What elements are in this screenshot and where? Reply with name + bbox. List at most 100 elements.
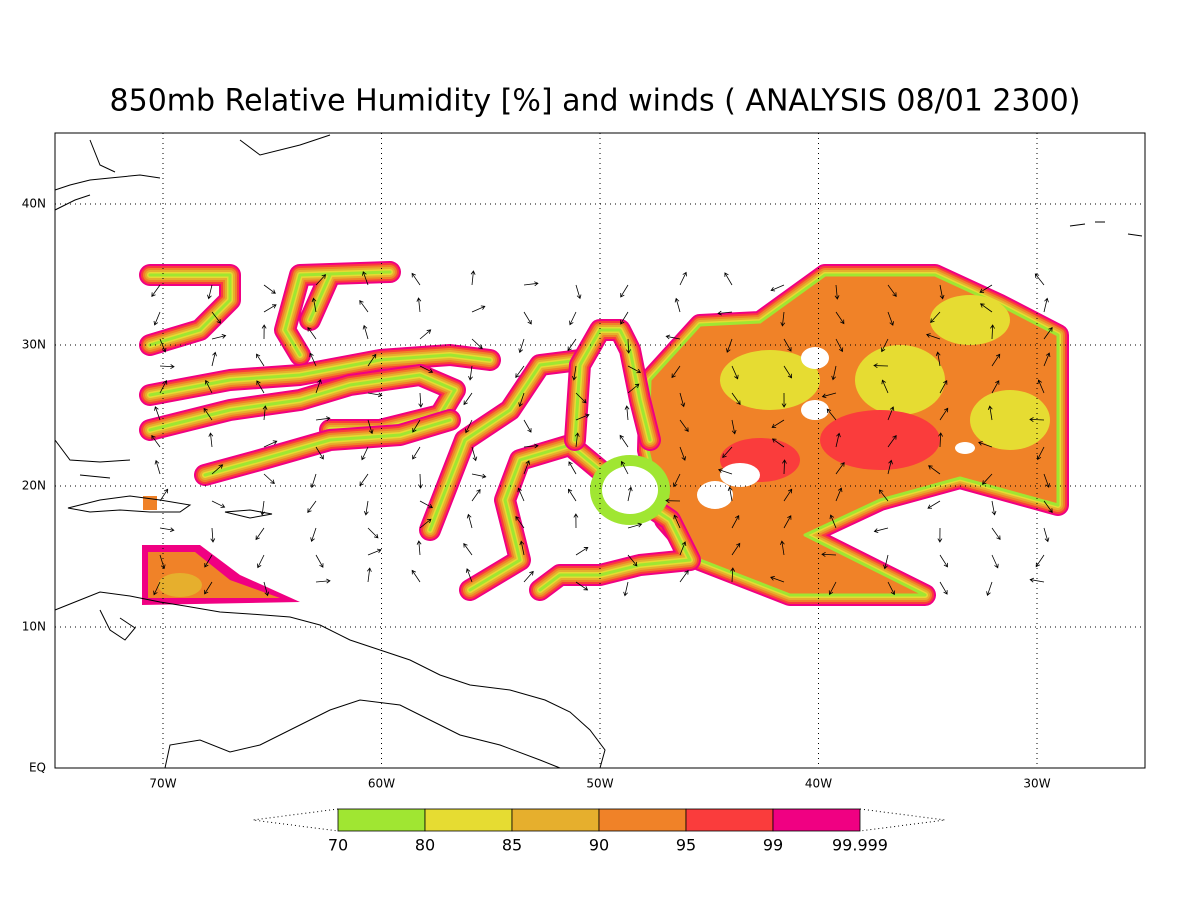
wind-arrow — [1029, 417, 1045, 422]
wind-arrow — [416, 297, 422, 313]
wind-arrow — [310, 527, 317, 542]
wind-arrow — [1036, 446, 1045, 461]
coastline — [54, 439, 131, 479]
wind-arrow — [359, 473, 369, 487]
rh-contour — [148, 273, 232, 347]
wind-arrow — [523, 443, 539, 449]
wind-arrow — [573, 513, 579, 529]
wind-arrow — [627, 554, 638, 567]
wind-arrow — [834, 284, 840, 300]
wind-arrow — [363, 500, 369, 516]
wind-arrow — [679, 570, 689, 583]
wind-arrow — [674, 297, 681, 313]
lon-label: 40W — [805, 777, 832, 791]
wind-arrow — [627, 383, 640, 394]
wind-arrow — [466, 513, 473, 529]
wind-arrow — [367, 527, 379, 539]
wind-arrow — [938, 432, 943, 448]
colorbar-label: 99.999 — [832, 836, 888, 855]
wind-arrow — [887, 284, 897, 297]
wind-arrow — [826, 408, 837, 421]
wind-arrow — [523, 419, 532, 433]
colorbar-extension — [859, 808, 946, 832]
wind-arrow — [731, 365, 739, 380]
wind-arrow — [991, 353, 1001, 367]
wind-arrow — [203, 407, 213, 421]
wind-arrow — [1035, 554, 1045, 568]
wind-arrow — [315, 274, 327, 286]
rh-contour — [283, 270, 392, 357]
wind-arrow — [523, 460, 531, 475]
wind-arrow — [937, 527, 943, 543]
wind-arrow — [623, 581, 629, 597]
wind-arrow — [726, 338, 733, 353]
wind-arrow — [939, 407, 949, 421]
wind-arrow — [987, 405, 993, 421]
wind-arrow — [939, 284, 945, 300]
wind-arrow — [159, 338, 167, 353]
wind-arrow — [310, 473, 317, 489]
wind-arrow — [835, 338, 844, 353]
wind-arrow — [263, 304, 277, 313]
wind-arrow — [1037, 379, 1045, 394]
wind-arrow — [627, 522, 643, 529]
wind-arrow — [518, 338, 525, 354]
wind-arrow — [831, 365, 837, 381]
rh-contour — [970, 390, 1050, 450]
wind-arrow — [673, 514, 681, 529]
wind-arrow — [883, 554, 889, 570]
lon-label: 50W — [586, 777, 613, 791]
rh-contour — [203, 418, 452, 477]
wind-arrow — [783, 365, 792, 379]
wind-arrow — [986, 581, 993, 596]
wind-arrow — [665, 334, 681, 340]
wind-arrow — [471, 305, 486, 313]
wind-arrow — [782, 459, 787, 475]
wind-arrow — [679, 446, 687, 461]
wind-arrow — [154, 459, 161, 475]
wind-arrow — [569, 311, 577, 326]
wind-arrow — [211, 351, 217, 367]
colorbar-label: 99 — [763, 836, 783, 855]
wind-arrow — [263, 284, 276, 294]
wind-arrow — [828, 581, 837, 596]
wind-arrow — [731, 419, 737, 435]
wind-arrow — [412, 419, 421, 433]
wind-arrow — [731, 542, 741, 556]
wind-arrow — [887, 435, 897, 448]
wind-arrow — [835, 311, 845, 325]
wind-arrow — [780, 311, 786, 327]
wind-arrow — [204, 379, 213, 394]
colorbar-label: 80 — [415, 836, 435, 855]
wind-arrow — [419, 365, 434, 373]
wind-arrow — [211, 500, 226, 508]
wind-arrow — [468, 365, 473, 381]
lat-label: 40N — [22, 197, 46, 211]
wind-arrow — [783, 338, 792, 352]
lat-label: 20N — [22, 479, 46, 493]
wind-arrow — [835, 487, 843, 502]
wind-arrow — [470, 270, 476, 286]
graticule: EQ 10N 20N 30N 40N 70W 60W 50W 40W 30W — [22, 133, 1145, 791]
wind-arrow — [930, 311, 941, 323]
colorbar-swatch — [772, 808, 861, 832]
wind-arrow — [517, 487, 525, 502]
wind-arrow — [731, 515, 740, 529]
wind-arrow — [665, 498, 681, 504]
wind-arrow — [463, 392, 473, 406]
colorbar-swatch — [511, 808, 600, 832]
rh-contour — [148, 353, 492, 397]
wind-arrow — [465, 568, 473, 583]
wind-arrow — [362, 324, 369, 340]
wind-arrow — [416, 540, 422, 556]
wind-arrow — [262, 405, 268, 421]
lon-label: 70W — [149, 777, 176, 791]
wind-arrow — [981, 473, 993, 485]
wind-arrow — [151, 435, 161, 448]
coastline — [99, 609, 136, 641]
wind-arrow — [620, 311, 629, 325]
wind-arrow — [419, 518, 432, 529]
rh-contour — [720, 350, 820, 410]
wind-arrow — [727, 486, 733, 502]
wind-arrow — [207, 284, 213, 300]
